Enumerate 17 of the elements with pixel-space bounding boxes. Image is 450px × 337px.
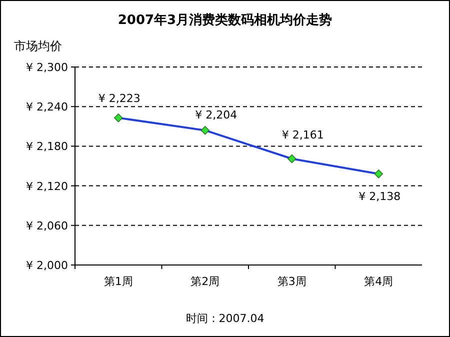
data-label: ¥ 2,138 [358,190,401,203]
y-tick-label: ¥ 2,120 [26,180,68,193]
y-tick-label: ¥ 2,060 [26,219,68,232]
y-tick-label: ¥ 2,180 [26,140,68,154]
x-tick-label: 第3周 [277,275,306,288]
text: 时间：2007.04 [186,312,264,325]
y-tick-label: ¥ 2,000 [26,259,68,272]
data-label: ¥ 2,223 [98,92,140,105]
chart-title: 2007年3月消费类数码相机均价走势 [118,12,332,28]
x-tick-label: 第4周 [364,275,394,288]
data-label: ¥ 2,161 [282,128,324,142]
y-tick-label: ¥ 2,240 [26,100,68,114]
y-axis-title: 市场均价 [14,39,62,53]
x-tick-label: 第2周 [190,275,220,288]
data-label: ¥ 2,204 [195,108,238,122]
x-tick-label: 第1周 [104,275,133,288]
y-tick-label: ¥ 2,300 [26,61,68,74]
